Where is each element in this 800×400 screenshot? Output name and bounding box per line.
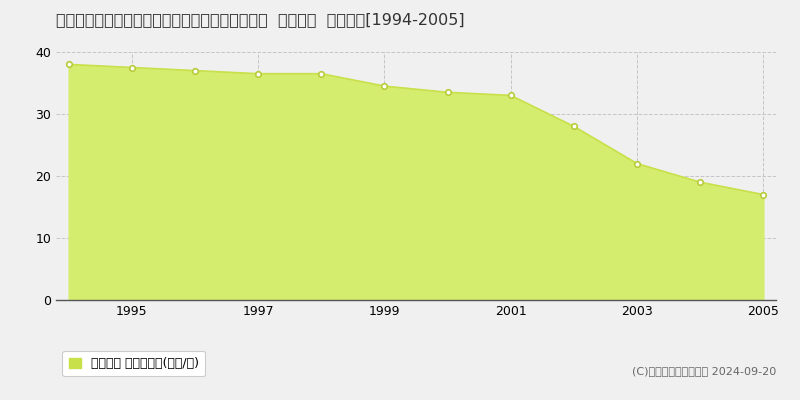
Text: 愛知県知多郡南知多町大字師崎字神戸浦１７４番  公示地価  地価推移[1994-2005]: 愛知県知多郡南知多町大字師崎字神戸浦１７４番 公示地価 地価推移[1994-20… [56,12,465,27]
Legend: 公示地価 平均坪単価(万円/坪): 公示地価 平均坪単価(万円/坪) [62,351,206,376]
Text: (C)土地価格ドットコム 2024-09-20: (C)土地価格ドットコム 2024-09-20 [632,366,776,376]
